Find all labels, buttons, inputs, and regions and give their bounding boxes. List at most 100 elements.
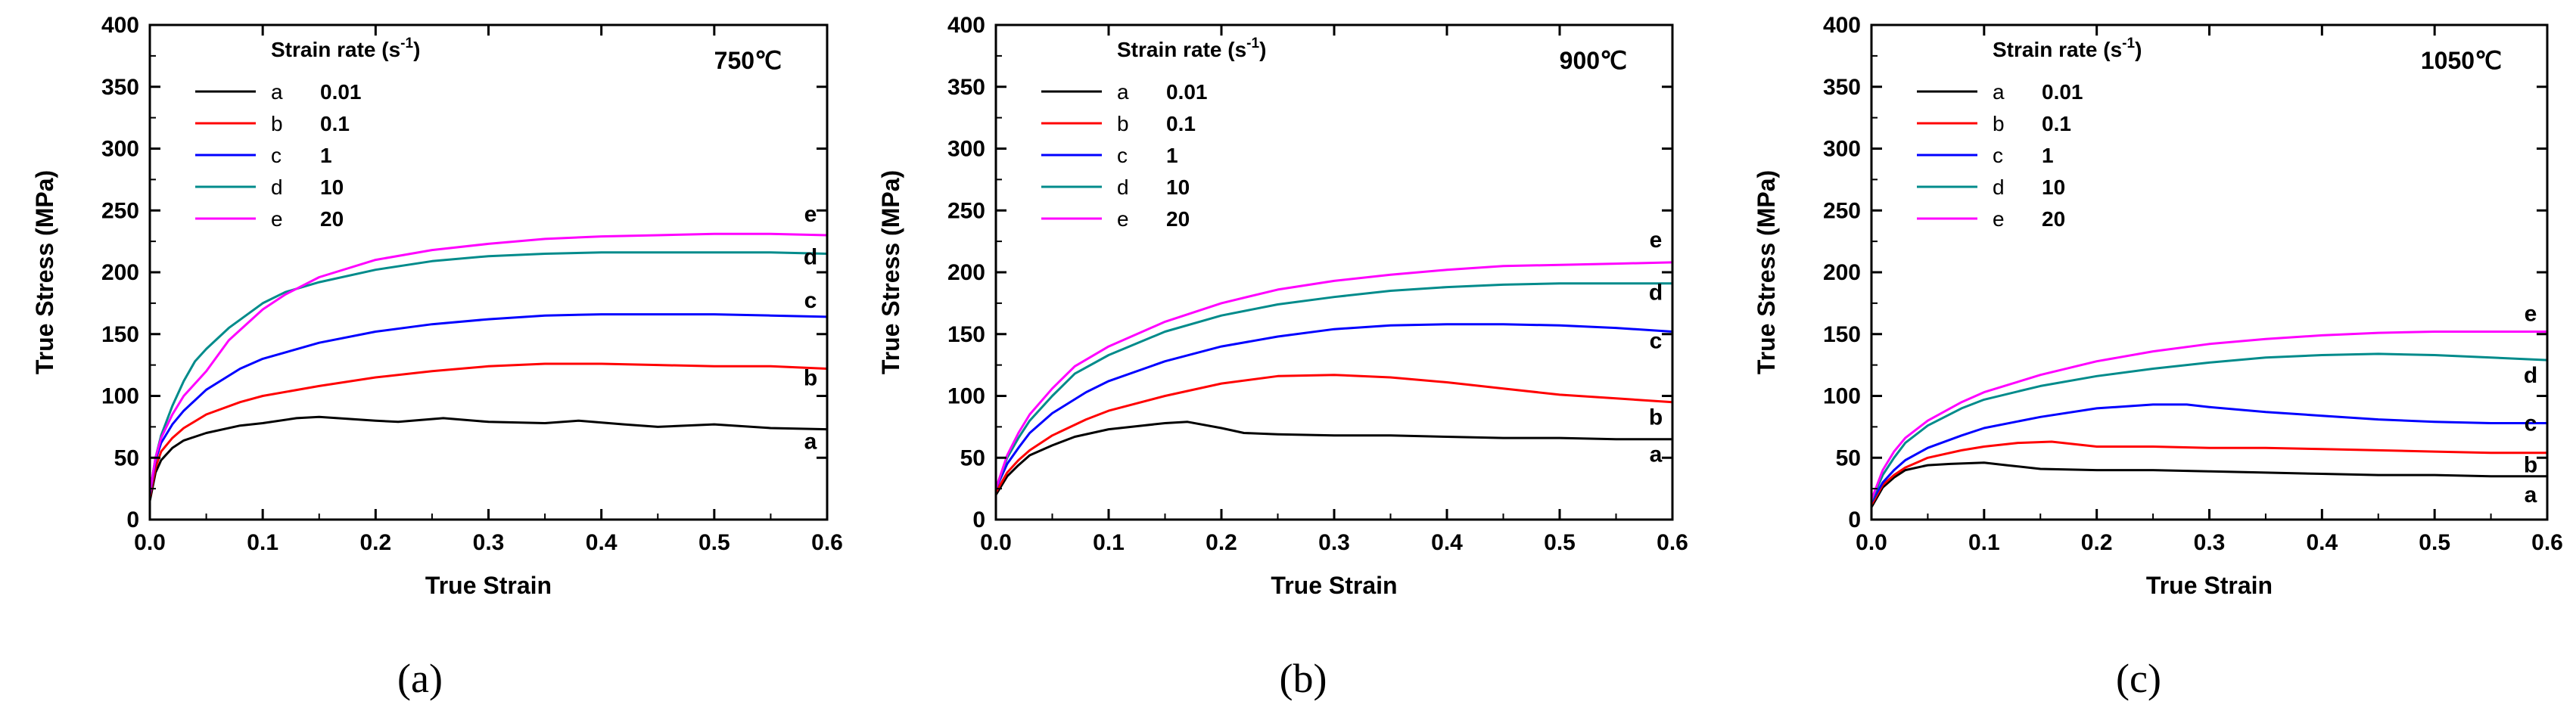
legend: Strain rate (s-1) a 0.01 b 0.1 c 1 d 10 e 20: [1041, 36, 1266, 231]
x-axis-label: True Strain: [2146, 572, 2273, 599]
legend-letter-a: a: [271, 80, 283, 104]
series-line-a: [148, 415, 828, 501]
x-tick-label: 0.2: [359, 530, 391, 555]
legend-rate-e: 20: [2042, 207, 2065, 231]
y-axis-label: True Stress (MPa): [1753, 170, 1780, 374]
y-tick-label: 300: [947, 137, 985, 162]
legend-rate-b: 0.1: [320, 112, 350, 135]
legend-letter-a: a: [1993, 80, 2005, 104]
series-line-e: [1870, 331, 2547, 501]
legend-letter-b: b: [1993, 112, 2005, 135]
series-line-a: [994, 421, 1672, 496]
legend-rate-d: 10: [320, 175, 344, 199]
legend-letter-c: c: [1993, 144, 2003, 167]
y-tick-label: 250: [101, 198, 139, 223]
legend-letter-c: c: [271, 144, 282, 167]
legend-letter-c: c: [1117, 144, 1128, 167]
legend-letter-d: d: [1993, 175, 2005, 199]
temperature-label: 750℃: [714, 47, 782, 74]
x-tick-label: 0.2: [1206, 530, 1237, 555]
x-tick-label: 0.4: [2306, 530, 2338, 555]
x-tick-label: 0.0: [134, 530, 166, 555]
series-line-d: [1870, 352, 2548, 502]
legend-rate-b: 0.1: [2042, 112, 2071, 135]
panel-caption: (a): [397, 656, 443, 701]
legend-rate-c: 1: [2042, 144, 2054, 167]
series-end-label-d: d: [2524, 363, 2537, 388]
legend-rate-e: 20: [1166, 207, 1190, 231]
y-tick-label: 100: [1823, 384, 1861, 409]
series-end-label-c: c: [1650, 328, 1663, 353]
series-end-label-a: a: [804, 430, 817, 455]
plot-frame: [1870, 23, 2549, 521]
series-end-label-b: b: [2524, 453, 2537, 478]
series-line-e: [148, 232, 828, 493]
legend-rate-a: 0.01: [320, 80, 362, 104]
legend: Strain rate (s-1) a 0.01 b 0.1 c 1 d 10 e 20: [1917, 36, 2142, 231]
x-tick-label: 0.1: [1093, 530, 1125, 555]
y-tick-label: 300: [1823, 137, 1861, 162]
temperature-label: 1050℃: [2421, 47, 2502, 74]
y-tick-label: 0: [1848, 507, 1861, 532]
y-tick-label: 350: [1823, 75, 1861, 100]
x-tick-label: 0.6: [2531, 530, 2563, 555]
y-tick-label: 100: [101, 384, 139, 409]
legend-letter-a: a: [1117, 80, 1129, 104]
series-end-label-a: a: [1650, 442, 1663, 467]
legend-title: Strain rate (s-1): [1993, 36, 2142, 61]
y-tick-label: 300: [101, 137, 139, 162]
plot-frame: [148, 23, 829, 521]
legend-title: Strain rate (s-1): [271, 36, 420, 61]
x-tick-label: 0.2: [2081, 530, 2113, 555]
legend-rate-c: 1: [320, 144, 332, 167]
x-axis-label: True Strain: [1271, 572, 1397, 599]
legend-rate-d: 10: [1166, 175, 1190, 199]
x-tick-label: 0.4: [1431, 530, 1463, 555]
legend-letter-b: b: [271, 112, 283, 135]
y-tick-label: 200: [101, 260, 139, 285]
y-tick-label: 250: [947, 198, 985, 223]
series-end-label-e: e: [804, 202, 817, 227]
series-end-label-e: e: [1650, 228, 1663, 253]
y-tick-label: 0: [972, 507, 985, 532]
series-end-label-c: c: [2525, 411, 2537, 436]
x-axis-label: True Strain: [425, 572, 552, 599]
x-tick-label: 0.5: [698, 530, 730, 555]
series-line-d: [994, 282, 1672, 489]
legend-letter-e: e: [1993, 207, 2005, 231]
series-line-a: [1870, 461, 2547, 508]
legend-rate-b: 0.1: [1166, 112, 1196, 135]
x-tick-label: 0.5: [2419, 530, 2450, 555]
panel-caption: (b): [1280, 656, 1327, 701]
plot-frame: [994, 23, 1674, 521]
y-tick-label: 250: [1823, 198, 1861, 223]
series-line-c: [148, 313, 828, 495]
y-tick-label: 50: [1836, 445, 1861, 470]
legend-title: Strain rate (s-1): [1117, 36, 1266, 61]
panel-caption: (c): [2116, 656, 2161, 701]
x-tick-label: 0.6: [1657, 530, 1688, 555]
legend-letter-d: d: [271, 175, 283, 199]
legend-letter-d: d: [1117, 175, 1129, 199]
legend-rate-e: 20: [320, 207, 344, 231]
legend-rate-a: 0.01: [2042, 80, 2083, 104]
x-tick-label: 0.0: [980, 530, 1012, 555]
y-tick-label: 150: [101, 322, 139, 347]
series-line-c: [1870, 403, 2547, 503]
series-line-b: [994, 374, 1673, 493]
x-tick-label: 0.4: [586, 530, 618, 555]
y-tick-label: 200: [947, 260, 985, 285]
legend-rate-d: 10: [2042, 175, 2065, 199]
x-tick-label: 0.3: [473, 530, 505, 555]
series-end-label-b: b: [1649, 405, 1663, 430]
legend-rate-c: 1: [1166, 144, 1178, 167]
x-tick-label: 0.1: [247, 530, 278, 555]
series-end-label-d: d: [1649, 281, 1663, 306]
series-end-label-e: e: [2525, 301, 2537, 326]
y-tick-label: 400: [947, 13, 985, 38]
y-tick-label: 200: [1823, 260, 1861, 285]
legend-letter-e: e: [271, 207, 283, 231]
